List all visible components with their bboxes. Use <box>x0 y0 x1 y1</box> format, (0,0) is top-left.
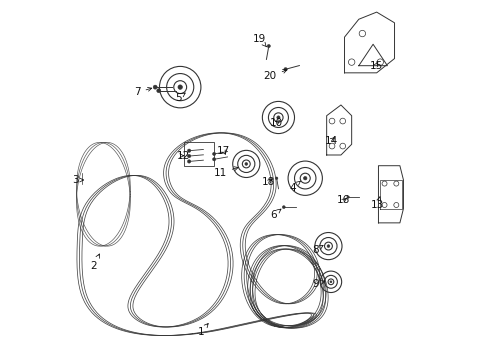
Circle shape <box>329 281 331 283</box>
Text: 4: 4 <box>288 181 300 193</box>
Text: 11: 11 <box>213 167 238 178</box>
Text: 18: 18 <box>262 177 275 187</box>
Text: 3: 3 <box>72 175 83 185</box>
Circle shape <box>275 177 277 180</box>
Bar <box>183 143 214 166</box>
Text: 7: 7 <box>134 87 151 98</box>
Circle shape <box>346 196 348 198</box>
Circle shape <box>156 89 161 93</box>
Text: 9: 9 <box>312 279 324 289</box>
Circle shape <box>212 158 215 161</box>
Circle shape <box>244 163 247 165</box>
Text: 15: 15 <box>368 61 382 71</box>
Text: 5: 5 <box>175 93 185 103</box>
Text: 17: 17 <box>217 147 230 157</box>
Text: 8: 8 <box>312 245 323 255</box>
Text: 10: 10 <box>269 118 283 128</box>
Text: 12: 12 <box>176 151 189 161</box>
Circle shape <box>212 152 215 156</box>
Text: 1: 1 <box>197 324 208 337</box>
Circle shape <box>303 176 306 180</box>
Text: 14: 14 <box>324 136 337 146</box>
Circle shape <box>266 44 270 48</box>
Circle shape <box>187 149 190 152</box>
Circle shape <box>276 116 280 119</box>
Circle shape <box>284 68 287 71</box>
Text: 16: 16 <box>337 195 350 205</box>
Text: 6: 6 <box>270 209 281 220</box>
Text: 2: 2 <box>90 254 99 271</box>
Text: 20: 20 <box>263 69 286 81</box>
Circle shape <box>187 160 190 163</box>
Text: 19: 19 <box>252 34 266 47</box>
Circle shape <box>153 85 157 89</box>
Circle shape <box>326 245 329 247</box>
Text: 13: 13 <box>370 197 383 210</box>
Circle shape <box>178 85 182 89</box>
Circle shape <box>282 206 285 209</box>
Circle shape <box>187 154 190 158</box>
